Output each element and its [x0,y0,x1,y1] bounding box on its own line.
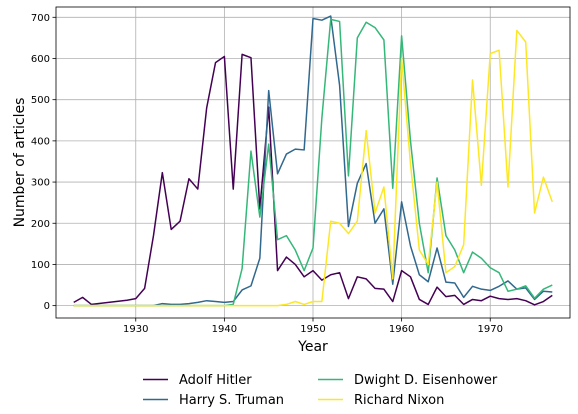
y-tick-label: 700 [31,13,50,24]
y-tick-label: 400 [31,136,50,147]
series-line-adolf-hitler [73,53,553,306]
x-tick-label: 1930 [123,324,148,335]
legend-label-richard-nixon: Richard Nixon [354,393,444,408]
x-tick-label: 1960 [389,324,414,335]
legend-label-dwight-d-eisenhower: Dwight D. Eisenhower [354,373,498,388]
y-tick-label: 200 [31,219,50,230]
y-tick-label: 500 [31,95,50,106]
y-tick-label: 0 [44,301,50,312]
series-line-dwight-d-eisenhower [73,18,553,307]
x-axis-ticks: 1930 1940 1950 1960 1970 [123,318,503,335]
y-tick-label: 100 [31,260,50,271]
y-axis-ticks: 0 100 200 300 400 500 600 700 [31,13,56,312]
y-tick-label: 300 [31,178,50,189]
legend: Adolf Hitler Harry S. Truman Dwight D. Eis… [143,373,498,408]
y-axis-label: Number of articles [12,98,28,228]
x-tick-label: 1950 [300,324,325,335]
legend-label-harry-s-truman: Harry S. Truman [179,393,284,408]
y-tick-label: 600 [31,54,50,65]
series-line-harry-s-truman [73,15,553,307]
series-line-richard-nixon [73,29,553,307]
x-tick-label: 1970 [478,324,503,335]
legend-label-adolf-hitler: Adolf Hitler [179,373,252,388]
x-tick-label: 1940 [212,324,237,335]
series-lines [73,15,553,307]
x-axis-label: Year [297,339,328,355]
